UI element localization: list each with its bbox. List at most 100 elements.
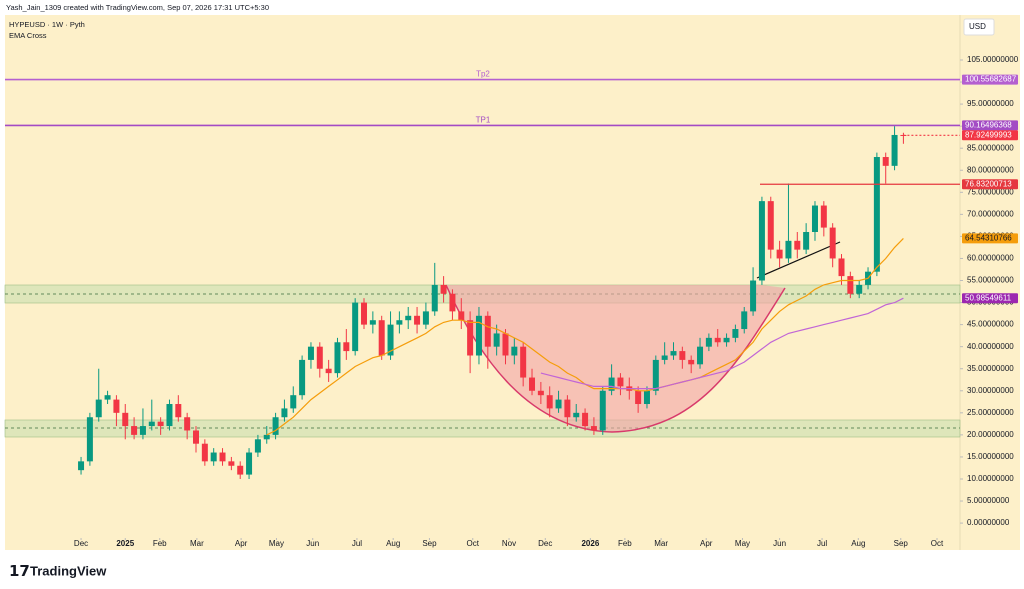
y-tick-label: 85.00000000 xyxy=(967,143,1014,152)
price-label-box xyxy=(962,233,1018,244)
x-tick-label: Jul xyxy=(352,539,362,548)
candle-body xyxy=(440,284,447,294)
y-tick-label: 105.00000000 xyxy=(967,55,1019,64)
price-label: 64.54310766 xyxy=(965,234,1012,243)
x-tick-label: Feb xyxy=(618,539,632,548)
candle-body xyxy=(794,240,801,250)
y-tick-label: 70.00000000 xyxy=(967,209,1014,218)
candle-body xyxy=(175,404,182,418)
y-tick-label: 75.00000000 xyxy=(967,187,1014,196)
y-tick-label: 40.00000000 xyxy=(967,342,1014,351)
currency-box[interactable] xyxy=(963,18,995,36)
candle-body xyxy=(617,377,624,387)
candle-body xyxy=(643,390,650,405)
candle-body xyxy=(157,421,164,427)
y-tick-label: 95.00000000 xyxy=(967,99,1014,108)
candle-body xyxy=(767,201,774,250)
candle-body xyxy=(148,421,155,427)
x-tick-label: 2025 xyxy=(116,539,134,548)
candle-body xyxy=(228,461,235,466)
x-tick-label: Apr xyxy=(235,539,248,548)
price-label-box xyxy=(962,74,1018,85)
candle-body xyxy=(564,399,571,418)
x-tick-label: Jun xyxy=(306,539,319,548)
candle-body xyxy=(449,293,456,312)
y-tick-label: 5.00000000 xyxy=(967,496,1010,505)
candle-body xyxy=(537,390,544,396)
x-tick-label: Jun xyxy=(773,539,786,548)
price-line-name: Tp2 xyxy=(476,70,490,79)
candle-body xyxy=(688,359,695,365)
y-tick-label: 35.00000000 xyxy=(967,364,1014,373)
candle-body xyxy=(122,412,129,427)
y-tick-label: 60.00000000 xyxy=(967,254,1014,263)
x-tick-label: May xyxy=(269,539,284,548)
candle-body xyxy=(803,231,810,250)
candle-body xyxy=(458,311,465,321)
candle-body xyxy=(369,320,376,325)
candle-body xyxy=(723,337,730,343)
candle-body xyxy=(281,408,288,418)
candle-body xyxy=(210,452,217,462)
brand: TradingView xyxy=(30,563,107,578)
x-tick-label: Feb xyxy=(153,539,167,548)
candle-body xyxy=(811,205,818,232)
candle-body xyxy=(396,320,403,325)
candle-body xyxy=(290,395,297,409)
candle-body xyxy=(201,443,208,462)
candle-body xyxy=(582,412,589,427)
y-tick-label: 0.00000000 xyxy=(967,518,1010,527)
candle-body xyxy=(652,359,659,391)
y-tick-label: 25.00000000 xyxy=(967,408,1014,417)
price-label: 76.83200713 xyxy=(965,179,1012,188)
candle-body xyxy=(467,320,474,356)
x-tick-label: Apr xyxy=(700,539,713,548)
candle-body xyxy=(590,426,597,431)
candle-body xyxy=(511,346,518,356)
candle-body xyxy=(343,342,350,352)
candle-body xyxy=(237,465,244,475)
x-tick-label: Jul xyxy=(817,539,827,548)
candle-body xyxy=(829,227,836,259)
candle-body xyxy=(705,337,712,347)
candle-body xyxy=(272,417,279,435)
brand-logo: 𝟭𝟳 xyxy=(9,563,30,580)
x-tick-label: Nov xyxy=(502,539,516,548)
candle-body xyxy=(113,399,120,413)
candle-body xyxy=(387,324,394,356)
price-label: 87.92499993 xyxy=(965,130,1012,139)
price-label: 50.98549611 xyxy=(965,293,1012,302)
candle-body xyxy=(299,359,306,396)
price-label-box xyxy=(962,130,1018,141)
x-tick-label: May xyxy=(735,539,750,548)
candle-body xyxy=(219,452,226,462)
candle-body xyxy=(378,320,385,356)
candle-body xyxy=(714,337,721,343)
credit: Yash_Jain_1309 created with TradingView.… xyxy=(6,3,269,12)
candle-body xyxy=(325,368,332,374)
x-tick-label: Sep xyxy=(422,539,437,548)
price-label: 90.16496368 xyxy=(965,121,1012,130)
support-zone xyxy=(4,419,961,438)
price-label-box xyxy=(962,120,1018,131)
candle-body xyxy=(882,157,889,166)
x-tick-label: Oct xyxy=(931,539,944,548)
candle-body xyxy=(193,430,199,444)
candle-body xyxy=(697,346,704,365)
x-tick-label: Sep xyxy=(894,539,909,548)
currency: USD xyxy=(969,22,986,31)
candle-body xyxy=(86,417,93,462)
candle-body xyxy=(820,205,827,228)
candle-body xyxy=(741,311,748,330)
symbol: HYPEUSD · 1W · Pyth xyxy=(9,20,85,29)
price-line-name: TP1 xyxy=(476,116,491,125)
price-label-box xyxy=(962,293,1018,304)
candle-body xyxy=(555,399,562,409)
candle-body xyxy=(891,134,898,166)
candle-body xyxy=(95,399,102,418)
candle-body xyxy=(254,439,261,453)
x-tick-label: Oct xyxy=(467,539,480,548)
candle-body xyxy=(475,315,482,356)
candle-body xyxy=(758,201,765,281)
candle-body xyxy=(414,315,421,325)
